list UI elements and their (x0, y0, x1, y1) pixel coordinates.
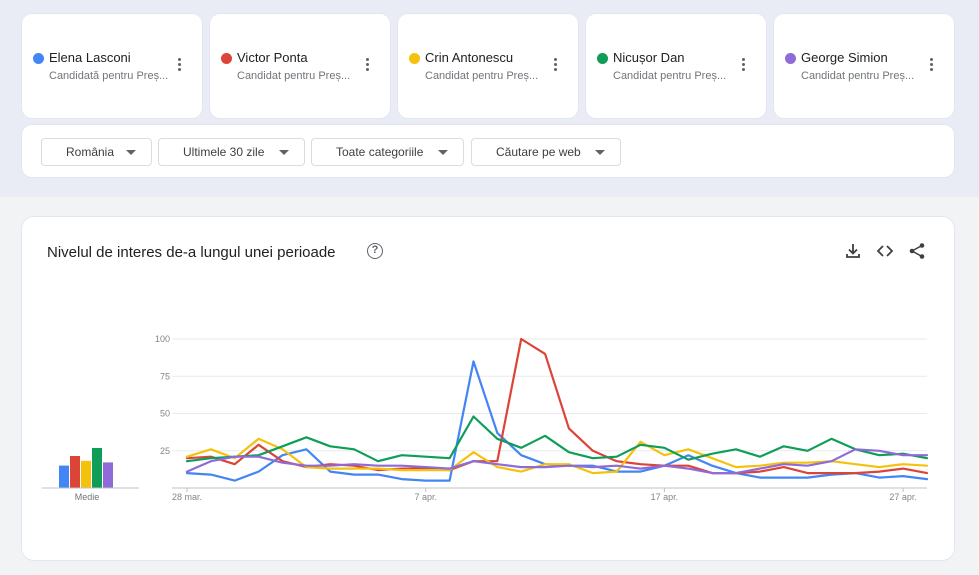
average-bar (81, 460, 91, 488)
category-filter[interactable]: Toate categoriile (311, 138, 464, 166)
search-type-filter[interactable]: Căutare pe web (471, 138, 621, 166)
more-vert-icon[interactable] (736, 56, 750, 76)
chart-title: Nivelul de interes de-a lungul unei peri… (47, 244, 336, 261)
term-subtitle: Candidată pentru Preș... (49, 70, 169, 82)
x-tick-label: 27 apr. (889, 492, 917, 502)
average-bar (70, 456, 80, 488)
caret-down-icon (595, 150, 605, 155)
chart-grid (172, 338, 927, 489)
line-chart: Medie 100 75 50 25 28 mar. 7 apr. 17 apr. 27 a… (42, 334, 929, 502)
series-line (185, 448, 929, 475)
region-filter[interactable]: România (41, 138, 152, 166)
more-vert-icon[interactable] (360, 56, 374, 76)
help-icon[interactable]: ? (367, 243, 383, 259)
x-tick-label: 28 mar. (172, 492, 202, 502)
share-icon[interactable] (908, 242, 926, 260)
y-tick-label: 25 (160, 446, 170, 456)
term-color-dot (409, 53, 420, 64)
term-color-dot (221, 53, 232, 64)
series-line (185, 337, 929, 475)
averages-bars (59, 448, 113, 488)
term-card-crin-antonescu[interactable]: Crin Antonescu Candidat pentru Preș... (398, 14, 578, 118)
term-card-george-simion[interactable]: George Simion Candidat pentru Preș... (774, 14, 954, 118)
x-tick-label: 17 apr. (651, 492, 679, 502)
term-color-dot (785, 53, 796, 64)
term-subtitle: Candidat pentru Preș... (613, 70, 727, 82)
caret-down-icon (279, 150, 289, 155)
averages-label: Medie (75, 492, 100, 502)
term-subtitle: Candidat pentru Preș... (425, 70, 539, 82)
term-color-dot (33, 53, 44, 64)
download-icon[interactable] (844, 242, 862, 260)
interest-over-time-card: Nivelul de interes de-a lungul unei peri… (22, 217, 954, 560)
y-tick-label: 100 (155, 334, 170, 344)
more-vert-icon[interactable] (548, 56, 562, 76)
more-vert-icon[interactable] (172, 56, 186, 76)
search-type-filter-label: Căutare pe web (496, 145, 581, 159)
x-tick-label: 7 apr. (414, 492, 437, 502)
period-filter[interactable]: Ultimele 30 zile (158, 138, 305, 166)
more-vert-icon[interactable] (924, 56, 938, 76)
y-axis-labels: 100 75 50 25 (155, 334, 170, 456)
period-filter-label: Ultimele 30 zile (183, 145, 265, 159)
caret-down-icon (438, 150, 448, 155)
term-name: Victor Ponta (237, 50, 308, 65)
caret-down-icon (126, 150, 136, 155)
y-tick-label: 50 (160, 409, 170, 419)
series-line (185, 360, 929, 482)
x-axis-labels: 28 mar. 7 apr. 17 apr. 27 apr. (172, 488, 917, 502)
term-subtitle: Candidat pentru Preș... (237, 70, 351, 82)
term-name: George Simion (801, 50, 888, 65)
series-line (185, 437, 929, 475)
average-bar (59, 465, 69, 488)
y-tick-label: 75 (160, 371, 170, 381)
term-name: Elena Lasconi (49, 50, 131, 65)
average-bar (92, 448, 102, 488)
term-card-victor-ponta[interactable]: Victor Ponta Candidat pentru Preș... (210, 14, 390, 118)
average-bar (103, 462, 113, 488)
term-card-nicusor-dan[interactable]: Nicușor Dan Candidat pentru Preș... (586, 14, 766, 118)
chart-series (185, 337, 929, 482)
series-line (185, 415, 929, 463)
term-card-elena-lasconi[interactable]: Elena Lasconi Candidată pentru Preș... (22, 14, 202, 118)
filter-bar: România Ultimele 30 zile Toate categorii… (22, 125, 954, 177)
term-name: Crin Antonescu (425, 50, 514, 65)
embed-icon[interactable] (876, 242, 894, 260)
term-subtitle: Candidat pentru Preș... (801, 70, 915, 82)
region-filter-label: România (66, 145, 115, 159)
term-name: Nicușor Dan (613, 50, 685, 65)
category-filter-label: Toate categoriile (336, 145, 424, 159)
term-color-dot (597, 53, 608, 64)
